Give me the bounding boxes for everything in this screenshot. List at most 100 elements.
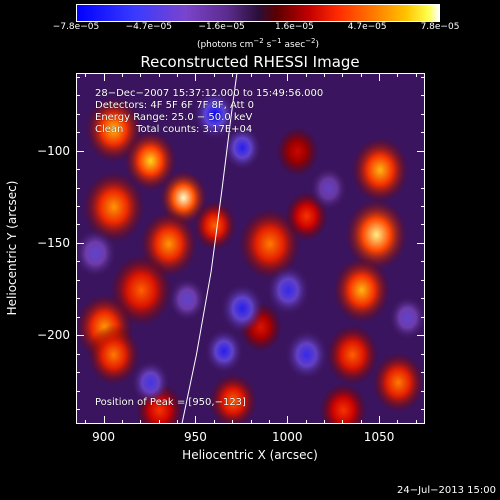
negative-blob [223, 125, 262, 170]
heatmap-svg [77, 74, 424, 423]
chart-title: Reconstructed RHESSI Image [140, 53, 360, 71]
y-minor-tick [76, 113, 80, 115]
y-minor-tick [421, 279, 425, 281]
y-major-tick [417, 335, 425, 337]
y-minor-tick [76, 261, 80, 263]
negative-blob [285, 330, 329, 380]
y-minor-tick [421, 372, 425, 374]
negative-blob [77, 228, 117, 278]
y-minor-tick [76, 390, 80, 392]
negative-blob [193, 89, 237, 140]
x-major-tick [379, 73, 381, 81]
time-range-annotation: 28−Dec−2007 15:37:12.000 to 15:49:56.000 [95, 88, 324, 99]
peak-position-annotation: Position of Peak = [950,−123] [95, 397, 246, 408]
colorbar-tick-label: −1.6e−05 [198, 22, 245, 32]
x-minor-tick [360, 420, 362, 424]
x-major-tick [103, 73, 105, 81]
y-minor-tick [421, 409, 425, 411]
x-minor-tick [305, 73, 307, 77]
y-major-tick [417, 242, 425, 244]
x-tick-label: 1000 [271, 430, 303, 444]
y-minor-tick [76, 279, 80, 281]
x-minor-tick [232, 73, 234, 77]
x-minor-tick [342, 420, 344, 424]
emission-blob [87, 324, 141, 386]
x-minor-tick [323, 73, 325, 77]
y-axis-label: Heliocentric Y (arcsec) [5, 180, 19, 316]
y-tick-label: −200 [37, 328, 70, 343]
x-major-tick [195, 416, 197, 424]
x-minor-tick [121, 73, 123, 77]
negative-blob [309, 166, 348, 211]
x-minor-tick [268, 73, 270, 77]
y-minor-tick [421, 224, 425, 226]
y-minor-tick [76, 316, 80, 318]
x-minor-tick [305, 420, 307, 424]
x-axis-label: Heliocentric X (arcsec) [182, 448, 318, 462]
colorbar-tick-label: 7.8e−05 [420, 22, 460, 32]
emission-blob [326, 324, 379, 386]
negative-blob [266, 265, 310, 315]
y-minor-tick [421, 169, 425, 171]
emission-blob [345, 198, 408, 271]
image-plot-area: 28−Dec−2007 15:37:12.000 to 15:49:56.000… [76, 73, 425, 424]
x-minor-tick [85, 73, 87, 77]
y-minor-tick [421, 76, 425, 78]
x-minor-tick [177, 420, 179, 424]
negative-blob [220, 283, 264, 334]
x-minor-tick [140, 73, 142, 77]
y-major-tick [76, 335, 84, 337]
x-minor-tick [140, 420, 142, 424]
y-minor-tick [76, 132, 80, 134]
y-major-tick [76, 150, 84, 152]
y-minor-tick [76, 169, 80, 171]
x-tick-label: 1050 [363, 430, 395, 444]
x-major-tick [103, 416, 105, 424]
heatmap-blobs [77, 89, 424, 423]
y-minor-tick [421, 316, 425, 318]
x-major-tick [379, 416, 381, 424]
emission-blob [193, 200, 237, 251]
x-minor-tick [85, 420, 87, 424]
colorbar-unit: (photons cm−2 s−1 asec−2) [196, 37, 320, 50]
y-minor-tick [421, 187, 425, 189]
x-minor-tick [158, 420, 160, 424]
x-minor-tick [158, 73, 160, 77]
x-minor-tick [177, 73, 179, 77]
x-minor-tick [342, 73, 344, 77]
y-minor-tick [76, 353, 80, 355]
x-minor-tick [213, 73, 215, 77]
emission-blob [124, 130, 177, 192]
x-minor-tick [323, 420, 325, 424]
y-minor-tick [76, 95, 80, 97]
x-minor-tick [397, 420, 399, 424]
emission-blob [238, 208, 301, 280]
y-tick-label: −150 [37, 235, 70, 250]
y-minor-tick [76, 224, 80, 226]
y-minor-tick [421, 113, 425, 115]
x-minor-tick [121, 420, 123, 424]
x-major-tick [287, 73, 289, 81]
x-minor-tick [232, 420, 234, 424]
x-tick-label: 950 [183, 430, 207, 444]
negative-blob [388, 295, 424, 340]
x-tick-label: 900 [92, 430, 115, 444]
emission-blob [209, 373, 258, 423]
colorbar-tick-label: −7.8e−05 [52, 22, 100, 32]
x-minor-tick [360, 73, 362, 77]
colorbar [76, 4, 440, 22]
x-minor-tick [397, 73, 399, 77]
y-minor-tick [76, 206, 80, 207]
emission-blob [82, 171, 145, 243]
y-minor-tick [421, 95, 425, 97]
energy-range-annotation: Energy Range: 25.0 − 50.0 keV [95, 112, 253, 123]
x-minor-tick [268, 420, 270, 424]
x-major-tick [195, 73, 197, 81]
solar-limb-line [181, 74, 238, 423]
y-minor-tick [421, 390, 425, 392]
emission-blob [333, 257, 391, 324]
colorbar-tick-label: 1.6e−05 [274, 22, 314, 32]
colorbar-tick-label: 4.7e−05 [347, 22, 387, 32]
y-minor-tick [76, 372, 80, 374]
y-tick-label: −100 [37, 143, 70, 158]
